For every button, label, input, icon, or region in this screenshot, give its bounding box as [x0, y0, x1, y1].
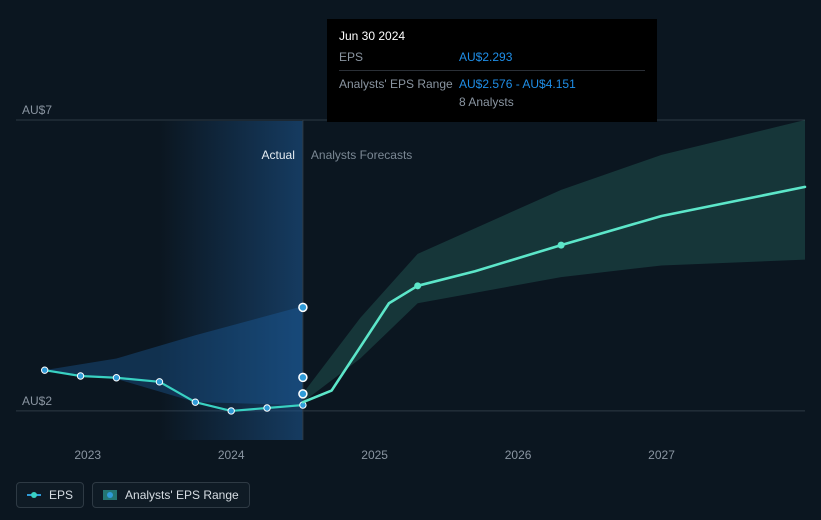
x-tick-label: 2024	[218, 448, 245, 462]
legend-item[interactable]: EPS	[16, 482, 84, 508]
region-label-forecast: Analysts Forecasts	[311, 148, 412, 162]
legend-label: EPS	[49, 488, 73, 502]
y-tick-label: AU$7	[22, 103, 52, 117]
legend-swatch	[103, 488, 117, 502]
y-tick-label: AU$2	[22, 394, 52, 408]
x-tick-label: 2027	[648, 448, 675, 462]
legend-item[interactable]: Analysts' EPS Range	[92, 482, 250, 508]
chart-tooltip: Jun 30 2024 EPSAU$2.293Analysts' EPS Ran…	[327, 19, 657, 122]
tooltip-row-label: EPS	[339, 47, 459, 67]
region-label-actual: Actual	[243, 148, 295, 162]
x-tick-label: 2023	[74, 448, 101, 462]
tooltip-row-value: AU$2.293	[459, 50, 512, 64]
tooltip-row-sub: 8 Analysts	[459, 95, 514, 109]
tooltip-row-label: Analysts' EPS Range	[339, 74, 459, 112]
tooltip-table: EPSAU$2.293Analysts' EPS RangeAU$2.576 -…	[339, 47, 645, 112]
tooltip-date: Jun 30 2024	[339, 27, 645, 45]
legend-swatch	[27, 488, 41, 502]
legend-label: Analysts' EPS Range	[125, 488, 239, 502]
x-tick-label: 2025	[361, 448, 388, 462]
tooltip-row-value: AU$2.576 - AU$4.151	[459, 77, 576, 91]
x-tick-label: 2026	[505, 448, 532, 462]
chart-legend: EPS Analysts' EPS Range	[16, 482, 250, 508]
